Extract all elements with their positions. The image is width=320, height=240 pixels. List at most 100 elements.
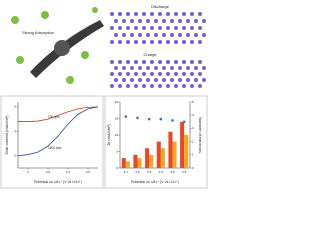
lattice-atom xyxy=(146,78,150,82)
x-tick-label: 2.2 xyxy=(135,170,140,174)
lattice-atom xyxy=(174,60,178,64)
y-tick-label: -2 xyxy=(13,154,16,158)
bar xyxy=(133,154,138,168)
lattice-atom xyxy=(190,72,194,76)
series-label: 1600 rpm xyxy=(48,146,62,150)
lattice-atom xyxy=(122,78,126,82)
y-tick-label: 10 xyxy=(115,133,119,137)
charge-label: Charge xyxy=(143,52,157,57)
y2-tick-label: 3 xyxy=(192,126,194,130)
molecule xyxy=(41,11,49,19)
lattice-atom xyxy=(198,60,202,64)
lattice-atom xyxy=(186,33,190,37)
lattice-atom xyxy=(202,19,206,23)
x-axis-label: Potential vs Li/Li⁺ (V vs Li/Li⁺) xyxy=(34,180,82,184)
lattice-atom xyxy=(110,84,114,88)
lattice-atom xyxy=(118,84,122,88)
lattice-atom xyxy=(114,33,118,37)
lattice-atom xyxy=(186,66,190,70)
lattice-atom xyxy=(158,12,162,16)
electron-point xyxy=(124,115,128,118)
lattice-atom xyxy=(126,84,130,88)
lattice-atom xyxy=(202,33,206,37)
lattice-atom xyxy=(146,33,150,37)
cluster xyxy=(54,40,70,56)
y-tick-label: 15 xyxy=(115,116,119,120)
lattice-atom xyxy=(198,72,202,76)
bar xyxy=(172,141,177,168)
bar xyxy=(180,121,185,168)
lattice-atom xyxy=(142,72,146,76)
molecule xyxy=(81,51,89,59)
lattice-atom xyxy=(182,12,186,16)
lattice-atom xyxy=(158,84,162,88)
bar xyxy=(145,148,150,168)
lattice-atom xyxy=(134,60,138,64)
molecule xyxy=(11,16,19,24)
lattice-atom xyxy=(198,26,202,30)
lattice-atom xyxy=(130,78,134,82)
lattice-atom xyxy=(154,33,158,37)
lattice-atom xyxy=(158,26,162,30)
y2-tick-label: 1 xyxy=(192,153,194,157)
x-tick-label: 2.5 xyxy=(170,170,175,174)
lattice-atom xyxy=(150,26,154,30)
lattice-atom xyxy=(170,33,174,37)
x-tick-label: 2.4 xyxy=(66,170,71,174)
lattice-atom xyxy=(166,40,170,44)
lattice-atom xyxy=(170,78,174,82)
lattice-atom xyxy=(142,12,146,16)
lattice-atom xyxy=(190,84,194,88)
lattice-atom xyxy=(114,78,118,82)
x-axis-label: Potential vs Li/Li⁺ (V vs Li/Li⁺) xyxy=(131,180,179,184)
lattice-atom xyxy=(162,78,166,82)
lattice-atom xyxy=(166,72,170,76)
lattice-atom xyxy=(190,26,194,30)
lattice-atom xyxy=(194,19,198,23)
lattice-atom xyxy=(110,40,114,44)
lattice-atom xyxy=(134,26,138,30)
electron-point xyxy=(182,120,186,124)
lattice-atom xyxy=(150,60,154,64)
lattice-atom xyxy=(126,12,130,16)
y-tick-label: 5 xyxy=(116,149,118,153)
x-tick-label: 2.1 xyxy=(124,170,129,174)
lattice-atom xyxy=(130,66,134,70)
y2-axis-label: Number of electrons xyxy=(198,117,203,153)
lattice-atom xyxy=(126,40,130,44)
lattice-atom xyxy=(110,12,114,16)
lattice-atom xyxy=(166,12,170,16)
lattice-atom xyxy=(142,26,146,30)
lattice-atom xyxy=(186,78,190,82)
lattice-atom xyxy=(182,40,186,44)
lattice-atom xyxy=(110,60,114,64)
lattice-atom xyxy=(178,78,182,82)
lattice-atom xyxy=(118,40,122,44)
lattice-atom xyxy=(134,72,138,76)
y2-tick-label: 5 xyxy=(192,100,194,104)
bar xyxy=(121,158,126,168)
lattice-atom xyxy=(162,66,166,70)
lattice-atom xyxy=(114,19,118,23)
y-axis-label: Jk (mA/cm²) xyxy=(106,124,111,146)
lattice-atom xyxy=(190,40,194,44)
lattice-atom xyxy=(190,60,194,64)
lattice-atom xyxy=(118,26,122,30)
lattice-atom xyxy=(166,26,170,30)
lattice-atom xyxy=(138,19,142,23)
lattice-atom xyxy=(162,19,166,23)
lattice-atom xyxy=(198,12,202,16)
bar xyxy=(125,161,130,168)
x-tick-label: 2.3 xyxy=(147,170,152,174)
lattice-atom xyxy=(134,12,138,16)
lattice-atom xyxy=(138,66,142,70)
x-tick-label: 2 xyxy=(27,170,29,174)
lattice-atom xyxy=(150,72,154,76)
lattice-atom xyxy=(126,26,130,30)
lattice-atom xyxy=(114,66,118,70)
lattice-atom xyxy=(190,12,194,16)
lattice-atom xyxy=(110,72,114,76)
lattice-atom xyxy=(142,60,146,64)
lattice-atom xyxy=(138,78,142,82)
lattice-atom xyxy=(154,19,158,23)
